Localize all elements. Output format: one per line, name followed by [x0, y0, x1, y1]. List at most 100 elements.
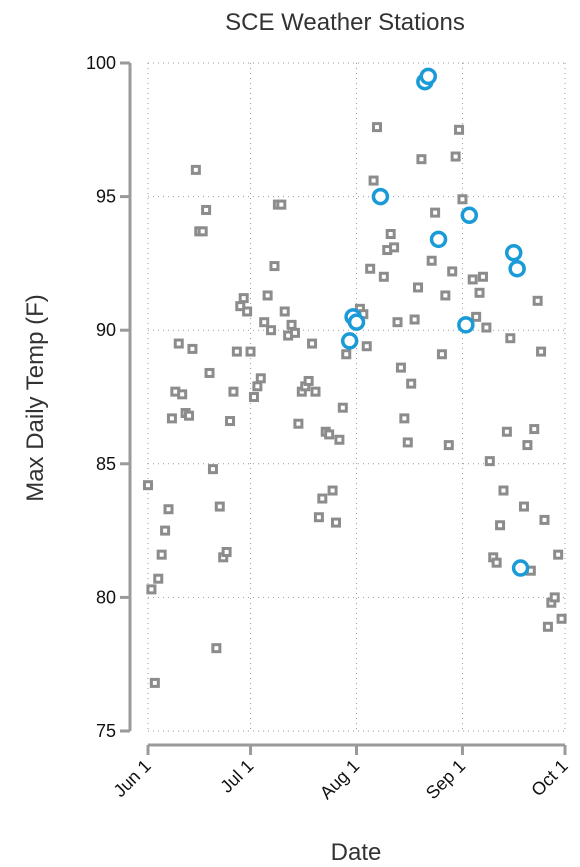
data-point-square — [310, 386, 321, 397]
data-point-square — [163, 504, 174, 515]
data-point-square — [289, 327, 300, 338]
data-point-square — [471, 311, 482, 322]
x-tick-label: Sep 1 — [422, 756, 469, 803]
data-point-circle — [347, 313, 366, 331]
data-point-square — [204, 367, 215, 378]
data-point-circle — [460, 206, 479, 225]
data-point-square — [276, 199, 287, 210]
data-point-square — [327, 485, 338, 496]
data-point-square — [279, 306, 290, 317]
y-tick-label: 85 — [96, 454, 116, 474]
data-point-square — [173, 338, 184, 349]
grid — [147, 62, 566, 732]
data-point-square — [160, 525, 171, 536]
data-point-square — [255, 373, 266, 384]
data-point-square — [495, 520, 506, 531]
data-point-square — [385, 229, 396, 240]
data-point-square — [368, 175, 379, 186]
data-point-square — [307, 338, 318, 349]
data-point-square — [334, 434, 345, 445]
data-point-square — [143, 480, 153, 491]
data-point-square — [207, 464, 218, 475]
data-point-circle — [429, 230, 448, 249]
x-tick-labels: Jun 1 Jul 1 Aug 1 Sep 1 Oct 1 — [110, 756, 572, 803]
data-point-square — [211, 643, 222, 654]
data-point-square — [436, 349, 447, 360]
data-point-square — [454, 124, 465, 135]
data-point-square — [225, 416, 236, 427]
data-point-square — [498, 485, 509, 496]
data-point-square — [337, 402, 348, 413]
chart-title: SCE Weather Stations — [225, 9, 465, 36]
data-point-square — [474, 287, 485, 298]
data-point-square — [416, 154, 427, 165]
data-point-square — [450, 151, 461, 162]
data-point-square — [518, 501, 529, 512]
data-point-square — [252, 381, 263, 392]
data-point-square — [149, 677, 160, 688]
data-point-square — [481, 322, 492, 333]
data-point-square — [426, 255, 437, 266]
data-point-square — [402, 437, 413, 448]
data-point-square — [501, 426, 512, 437]
data-point-square — [262, 290, 273, 301]
data-point-circle — [508, 259, 526, 278]
data-point-square — [440, 290, 451, 301]
data-point-square — [392, 317, 403, 328]
data-point-square — [242, 306, 253, 317]
data-point-square — [201, 204, 212, 215]
data-point-square — [378, 271, 389, 282]
data-point-square — [317, 493, 328, 504]
data-point-square — [556, 613, 567, 624]
data-point-square — [539, 514, 550, 525]
y-tick-label: 90 — [96, 320, 116, 340]
data-point-square — [324, 429, 335, 440]
x-axis-label: Date — [331, 839, 382, 866]
data-point-square — [197, 226, 208, 237]
data-point-square — [228, 386, 239, 397]
data-point-square — [529, 424, 540, 435]
y-tick-label: 75 — [96, 721, 116, 741]
data-point-square — [156, 549, 167, 560]
data-point-square — [190, 164, 201, 175]
data-point-square — [330, 517, 341, 528]
data-point-square — [491, 557, 502, 568]
data-point-square — [389, 242, 400, 253]
data-point-square — [553, 549, 564, 560]
data-point-square — [372, 122, 383, 133]
data-point-square — [484, 456, 495, 467]
data-point-square — [536, 346, 547, 357]
data-point-square — [166, 413, 177, 424]
data-point-square — [286, 319, 297, 330]
data-point-square — [477, 271, 488, 282]
data-point-square — [457, 194, 468, 205]
data-point-circle — [457, 316, 475, 334]
y-tick-label: 100 — [86, 53, 116, 73]
x-tick-label: Aug 1 — [316, 756, 363, 803]
data-point-square — [542, 621, 553, 632]
data-point-square — [365, 263, 376, 274]
data-point-square — [221, 546, 232, 557]
data-point-square — [313, 512, 324, 523]
y-tick-label: 95 — [96, 187, 116, 207]
data-point-square — [177, 389, 188, 400]
y-axis-label: Max Daily Temp (F) — [22, 294, 49, 502]
y-tick-label: 80 — [96, 587, 116, 607]
data-point-square — [409, 314, 420, 325]
data-point-square — [231, 346, 242, 357]
axes — [120, 61, 567, 755]
data-point-square — [293, 418, 304, 429]
data-point-square — [505, 333, 516, 344]
data-point-square — [269, 261, 280, 272]
data-point-circle — [504, 243, 523, 262]
data-point-square — [522, 440, 533, 451]
data-point-square — [146, 584, 157, 595]
x-tick-label: Oct 1 — [527, 756, 572, 801]
y-tick-labels: 75 80 85 90 95 100 — [86, 53, 116, 741]
data-point-square — [266, 325, 277, 336]
data-point-square — [303, 375, 314, 386]
data-point-square — [413, 282, 424, 293]
data-point-square — [341, 349, 352, 360]
data-point-square — [238, 293, 249, 304]
data-point-square — [248, 392, 259, 402]
